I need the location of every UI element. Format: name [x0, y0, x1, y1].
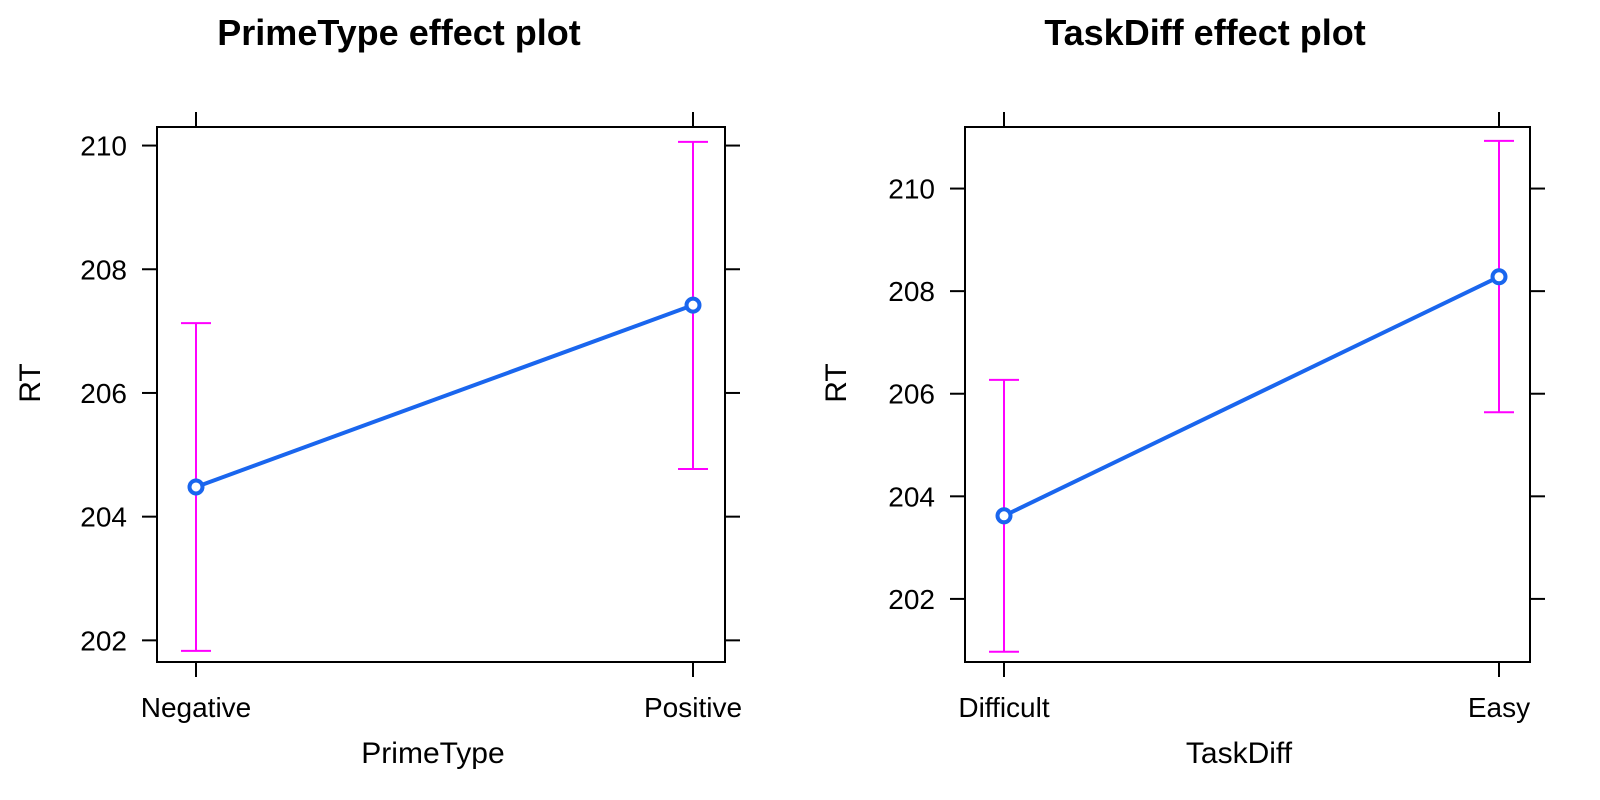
- x-axis-label: PrimeType: [361, 737, 504, 770]
- data-point: [684, 296, 702, 314]
- primetype-effect-plot: PrimeType effect plot RT PrimeType 20220…: [14, 12, 742, 770]
- effect-series: [995, 268, 1508, 525]
- y-tick-label: 206: [80, 378, 127, 409]
- y-axis-label: RT: [14, 363, 47, 402]
- y-axis: 202 204 206 208 210: [80, 131, 740, 656]
- x-tick-label: Positive: [644, 692, 742, 723]
- plot-frame: [964, 126, 1531, 663]
- y-axis-label: RT: [820, 363, 853, 402]
- x-tick-label: Difficult: [958, 692, 1050, 723]
- y-tick-label: 208: [888, 276, 935, 307]
- x-axis: Difficult Easy: [958, 112, 1530, 723]
- y-tick-label: 202: [888, 584, 935, 615]
- x-tick-label: Negative: [141, 692, 252, 723]
- chart-title: PrimeType effect plot: [217, 12, 580, 53]
- x-tick-label: Easy: [1468, 692, 1530, 723]
- y-axis: 202 204 206 208 210: [888, 174, 1545, 615]
- y-tick-label: 210: [888, 174, 935, 205]
- x-axis-label: TaskDiff: [1186, 737, 1293, 770]
- data-point: [995, 507, 1013, 525]
- y-tick-label: 204: [80, 502, 127, 533]
- series-line: [1003, 274, 1500, 518]
- x-axis: Negative Positive: [141, 112, 742, 723]
- y-tick-label: 206: [888, 379, 935, 410]
- y-tick-label: 204: [888, 481, 935, 512]
- y-tick-label: 202: [80, 625, 127, 656]
- y-tick-label: 210: [80, 131, 127, 162]
- chart-title: TaskDiff effect plot: [1044, 12, 1365, 53]
- taskdiff-effect-plot: TaskDiff effect plot RT TaskDiff 2022042…: [820, 12, 1545, 770]
- plot-frame: [156, 126, 726, 663]
- series-line: [195, 303, 694, 489]
- y-tick-label: 208: [80, 254, 127, 285]
- data-point: [1490, 268, 1508, 286]
- effect-series: [187, 296, 702, 496]
- data-point: [187, 478, 205, 496]
